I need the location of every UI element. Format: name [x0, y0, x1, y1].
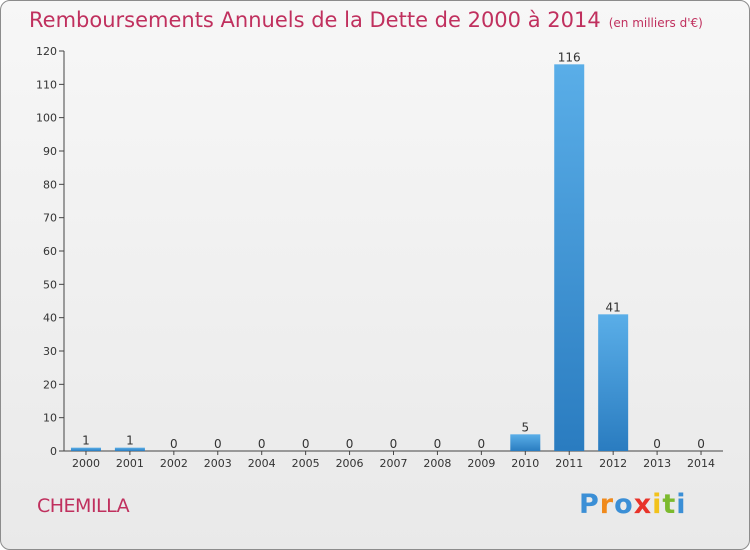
logo-letter: x	[633, 489, 653, 520]
bar-value-label: 5	[521, 420, 529, 434]
x-tick-label: 2012	[599, 457, 627, 470]
logo-letter: P	[579, 489, 600, 520]
bar-value-label: 0	[346, 437, 354, 451]
y-axis: 0 10 20 30 40 50 60 70 80 90 100 110 120	[36, 45, 65, 458]
y-tick-label: 40	[43, 312, 57, 325]
x-tick-label: 2011	[555, 457, 583, 470]
bar-value-label: 0	[390, 437, 398, 451]
x-tick-label: 2009	[467, 457, 495, 470]
bar-value-label: 0	[258, 437, 266, 451]
bar	[70, 447, 101, 451]
bar-value-label: 0	[434, 437, 442, 451]
bar	[510, 434, 541, 451]
bar-value-label: 116	[558, 50, 581, 64]
y-tick-label: 100	[36, 112, 57, 125]
x-tick-label: 2014	[687, 457, 715, 470]
y-tick-label: 70	[43, 212, 57, 225]
y-tick-label: 50	[43, 278, 57, 291]
data-labels: 1 1 0 0 0 0 0 0 0 0 5 116 41 0 0	[82, 50, 705, 451]
x-tick-label: 2006	[336, 457, 364, 470]
bar-value-label: 1	[82, 434, 90, 448]
x-tick-label: 2000	[72, 457, 100, 470]
x-tick-label: 2007	[380, 457, 408, 470]
y-tick-label: 60	[43, 245, 57, 258]
x-tick-label: 2002	[160, 457, 188, 470]
x-tick-label: 2013	[643, 457, 671, 470]
bar-value-label: 0	[214, 437, 222, 451]
y-tick-label: 30	[43, 345, 57, 358]
y-tick-label: 10	[43, 412, 57, 425]
x-tick-label: 2003	[204, 457, 232, 470]
x-tick-label: 2008	[423, 457, 451, 470]
chart-unit: (en milliers d'€)	[608, 16, 703, 30]
y-tick-label: 120	[36, 45, 57, 58]
bar	[554, 64, 585, 452]
logo-letter: o	[614, 489, 634, 520]
bar-value-label: 0	[302, 437, 310, 451]
bar-value-label: 0	[170, 437, 178, 451]
x-axis: 2000 2001 2002 2003 2004 2005 2006 2007 2008 2009…	[64, 450, 723, 470]
y-tick-label: 0	[50, 445, 57, 458]
bar	[598, 314, 629, 451]
x-tick-label: 2001	[116, 457, 144, 470]
chart-title-text: Remboursements Annuels de la Dette de 20…	[29, 8, 601, 32]
x-tick-label: 2004	[248, 457, 276, 470]
logo-letter: i	[676, 489, 687, 520]
chart-title: Remboursements Annuels de la Dette de 20…	[29, 8, 703, 32]
bar	[114, 447, 145, 451]
bar-value-label: 41	[606, 300, 621, 314]
y-tick-label: 90	[43, 145, 57, 158]
bar-value-label: 0	[653, 437, 661, 451]
bar-value-label: 0	[697, 437, 705, 451]
bar-value-label: 1	[126, 434, 134, 448]
y-tick-label: 20	[43, 378, 57, 391]
x-tick-label: 2010	[511, 457, 539, 470]
x-tick-label: 2005	[292, 457, 320, 470]
logo-letter: i	[652, 489, 663, 520]
commune-name: CHEMILLA	[37, 495, 130, 517]
bar-value-label: 0	[478, 437, 486, 451]
y-tick-label: 80	[43, 178, 57, 191]
proxiti-logo: Proxiti	[579, 489, 687, 520]
logo-letter: r	[599, 489, 615, 520]
y-tick-label: 110	[36, 78, 57, 91]
logo-letter: t	[662, 489, 677, 520]
bars	[70, 64, 629, 452]
